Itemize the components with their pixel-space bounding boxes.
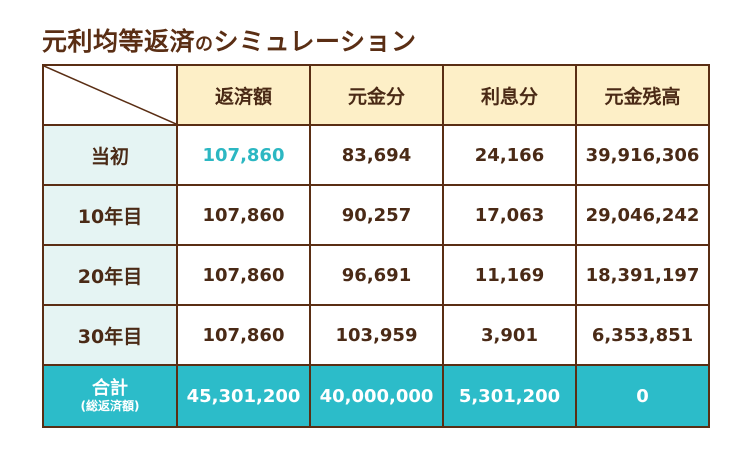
title-main: 元利均等返済 (42, 27, 196, 56)
cell-repayment: 107,860 (176, 244, 311, 306)
cell-balance: 6,353,851 (575, 304, 710, 366)
row-header: 当初 (42, 124, 178, 186)
cell-interest: 11,169 (442, 244, 577, 306)
table-row: 当初 107,860 83,694 24,166 39,916,306 (42, 124, 710, 186)
cell-interest: 3,901 (442, 304, 577, 366)
title-particle: の (195, 34, 214, 55)
cell-principal: 83,694 (309, 124, 444, 186)
page-title: 元利均等返済のシミュレーション (42, 22, 417, 58)
cell-balance: 39,916,306 (575, 124, 710, 186)
table-row: 10年目 107,860 90,257 17,063 29,046,242 (42, 184, 710, 246)
total-row-header: 合計 (総返済額) (42, 364, 178, 428)
col-header-balance: 元金残高 (575, 64, 710, 126)
table-row: 30年目 107,860 103,959 3,901 6,353,851 (42, 304, 710, 366)
cell-interest: 24,166 (442, 124, 577, 186)
cell-balance: 18,391,197 (575, 244, 710, 306)
cell-repayment: 107,860 (176, 304, 311, 366)
total-interest: 5,301,200 (442, 364, 577, 428)
total-label: 合計 (92, 377, 128, 399)
cell-repayment: 107,860 (176, 184, 311, 246)
total-sublabel: (総返済額) (80, 399, 140, 414)
header-row: 返済額 元金分 利息分 元金残高 (42, 64, 710, 126)
col-header-principal: 元金分 (309, 64, 444, 126)
row-header: 10年目 (42, 184, 178, 246)
cell-principal: 90,257 (309, 184, 444, 246)
table-row: 20年目 107,860 96,691 11,169 18,391,197 (42, 244, 710, 306)
cell-repayment: 107,860 (176, 124, 311, 186)
col-header-interest: 利息分 (442, 64, 577, 126)
col-header-repayment: 返済額 (176, 64, 311, 126)
corner-cell (42, 64, 178, 126)
cell-balance: 29,046,242 (575, 184, 710, 246)
total-repayment: 45,301,200 (176, 364, 311, 428)
cell-principal: 96,691 (309, 244, 444, 306)
row-header: 20年目 (42, 244, 178, 306)
row-header: 30年目 (42, 304, 178, 366)
total-row: 合計 (総返済額) 45,301,200 40,000,000 5,301,20… (42, 364, 710, 428)
title-sub: シミュレーション (213, 27, 417, 56)
cell-interest: 17,063 (442, 184, 577, 246)
repayment-simulation-table: 返済額 元金分 利息分 元金残高 当初 107,860 83,694 24,16… (42, 64, 710, 428)
total-balance: 0 (575, 364, 710, 428)
diagonal-line (44, 66, 176, 124)
cell-principal: 103,959 (309, 304, 444, 366)
total-principal: 40,000,000 (309, 364, 444, 428)
